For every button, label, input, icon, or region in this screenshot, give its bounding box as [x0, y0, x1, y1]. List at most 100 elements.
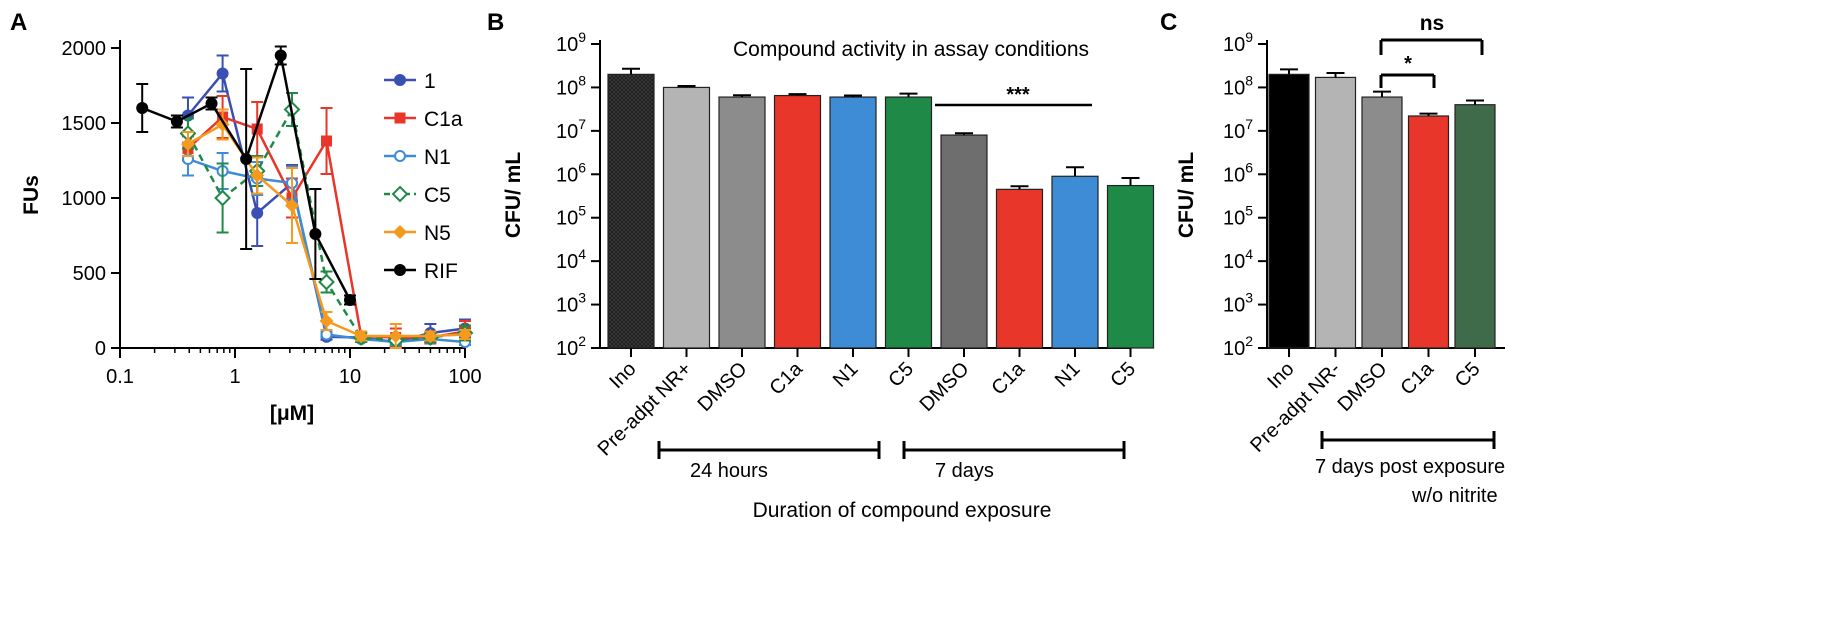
- data-point: [251, 207, 264, 219]
- legend-item: 1: [384, 70, 436, 93]
- bar: [1454, 104, 1496, 349]
- bar: [1361, 96, 1403, 349]
- y-tick-label: 1000: [62, 188, 107, 210]
- legend-item: C5: [384, 184, 451, 207]
- data-point: [391, 185, 409, 203]
- panel-c-bar-group: [1268, 68, 1496, 349]
- panel-c-bracket-star: [1379, 73, 1436, 88]
- panel-c-group-bracket: [1320, 431, 1496, 449]
- y-tick-label: 103: [556, 290, 586, 317]
- y-tick-label: 106: [1223, 159, 1253, 186]
- y-tick-label: 107: [556, 116, 586, 143]
- panel-a-label: A: [10, 9, 27, 36]
- panel-b: B 102 103 104 105 106 107 108 109 CFU/ mL Compo…: [487, 9, 1155, 522]
- panel-c-y-axis-label: CFU/ mL: [1175, 152, 1198, 239]
- legend-label: N5: [424, 222, 451, 245]
- legend-item: N1: [384, 146, 451, 169]
- y-tick-label: 105: [556, 203, 586, 230]
- bar: [1051, 175, 1099, 349]
- data-point: [394, 112, 406, 124]
- x-tick-label: C1a: [1397, 357, 1439, 399]
- y-tick-label: 1500: [62, 113, 107, 135]
- data-point: [393, 225, 407, 239]
- panel-a-series-group: [136, 45, 474, 349]
- panel-a: A 0 500 1000 1500 2000 0.1 1 10 100 FUs [μM] 1 C…: [10, 9, 482, 425]
- data-point: [205, 97, 218, 110]
- data-point: [458, 327, 472, 342]
- panel-b-group-bracket-7d: [902, 441, 1126, 459]
- panel-a-x-tick-group: 0.1 1 10 100: [106, 348, 482, 388]
- legend-label: 1: [424, 70, 436, 93]
- legend-label: C5: [424, 184, 451, 207]
- data-point: [388, 329, 403, 343]
- bar: [995, 188, 1044, 349]
- bar: [773, 94, 822, 349]
- x-tick-label: C5: [1451, 358, 1485, 392]
- bar: [1268, 73, 1310, 349]
- y-tick-label: 107: [1223, 116, 1253, 143]
- panel-b-x-axis-label: Duration of compound exposure: [753, 499, 1052, 522]
- x-tick-label: C1a: [766, 357, 808, 399]
- y-tick-label: 105: [1223, 203, 1253, 230]
- x-tick-label: N1: [829, 358, 863, 392]
- panel-c-y-tick-group: 102 103 104 105 106 107 108 109: [1223, 29, 1267, 360]
- panel-b-significance-marker: ***: [1006, 84, 1030, 106]
- panel-c-star-marker: *: [1404, 53, 1412, 75]
- legend-item: N5: [384, 222, 451, 245]
- bar: [829, 96, 877, 349]
- bar: [1407, 115, 1450, 349]
- panel-a-y-tick-group: 0 500 1000 1500 2000: [62, 38, 120, 360]
- x-tick-label: Ino: [605, 358, 640, 393]
- legend-item: RIF: [384, 260, 458, 283]
- panel-b-bar-group: [607, 67, 1155, 349]
- y-tick-label: 103: [1223, 290, 1253, 317]
- data-point: [170, 115, 183, 128]
- data-point: [423, 329, 438, 343]
- data-point: [354, 329, 369, 343]
- data-point: [321, 135, 333, 147]
- data-point: [394, 264, 406, 276]
- series-rif: [136, 45, 356, 306]
- x-tick-label: C5: [1106, 358, 1140, 392]
- y-tick-label: 102: [1223, 333, 1253, 360]
- x-tick-label: N1: [1051, 358, 1085, 392]
- x-tick-label: 0.1: [106, 366, 134, 388]
- panel-b-label: B: [487, 9, 504, 36]
- data-point: [318, 273, 335, 291]
- panel-b-title: Compound activity in assay conditions: [733, 38, 1089, 61]
- data-point: [394, 150, 406, 162]
- x-tick-label: DMSO: [916, 358, 974, 416]
- data-point: [214, 189, 232, 207]
- panel-b-group-bracket-24h: [657, 441, 881, 459]
- panel-b-y-axis-label: CFU/ mL: [502, 152, 525, 239]
- x-tick-label: C1a: [988, 357, 1030, 399]
- panel-a-legend: 1 C1a N1 C5 N5 RIF: [384, 70, 463, 283]
- panel-c-group-label: 7 days post exposure: [1315, 456, 1505, 478]
- x-tick-label: 1: [229, 366, 240, 388]
- bar: [607, 73, 655, 349]
- x-tick-label: Ino: [1263, 358, 1298, 393]
- legend-item: C1a: [384, 108, 463, 131]
- panel-b-y-tick-group: 102 103 104 105 106 107 108 109: [556, 29, 600, 360]
- data-point: [240, 153, 253, 165]
- panel-a-y-axis-label: FUs: [20, 175, 43, 215]
- data-point: [394, 74, 406, 86]
- data-point: [216, 67, 229, 80]
- y-tick-label: 109: [1223, 29, 1253, 56]
- y-tick-label: 108: [556, 72, 586, 99]
- legend-label: RIF: [424, 260, 458, 283]
- panel-c-group-sublabel: w/o nitrite: [1411, 485, 1498, 507]
- y-tick-label: 106: [556, 159, 586, 186]
- bar: [940, 134, 988, 349]
- data-point: [274, 49, 287, 62]
- panel-b-group-label-7d: 7 days: [935, 460, 994, 482]
- data-point: [136, 102, 149, 114]
- panel-b-group-label-24h: 24 hours: [690, 460, 768, 482]
- panel-c-ns-marker: ns: [1420, 12, 1445, 35]
- x-tick-label: DMSO: [694, 358, 752, 416]
- x-tick-label: 10: [339, 366, 361, 388]
- bar: [662, 86, 711, 349]
